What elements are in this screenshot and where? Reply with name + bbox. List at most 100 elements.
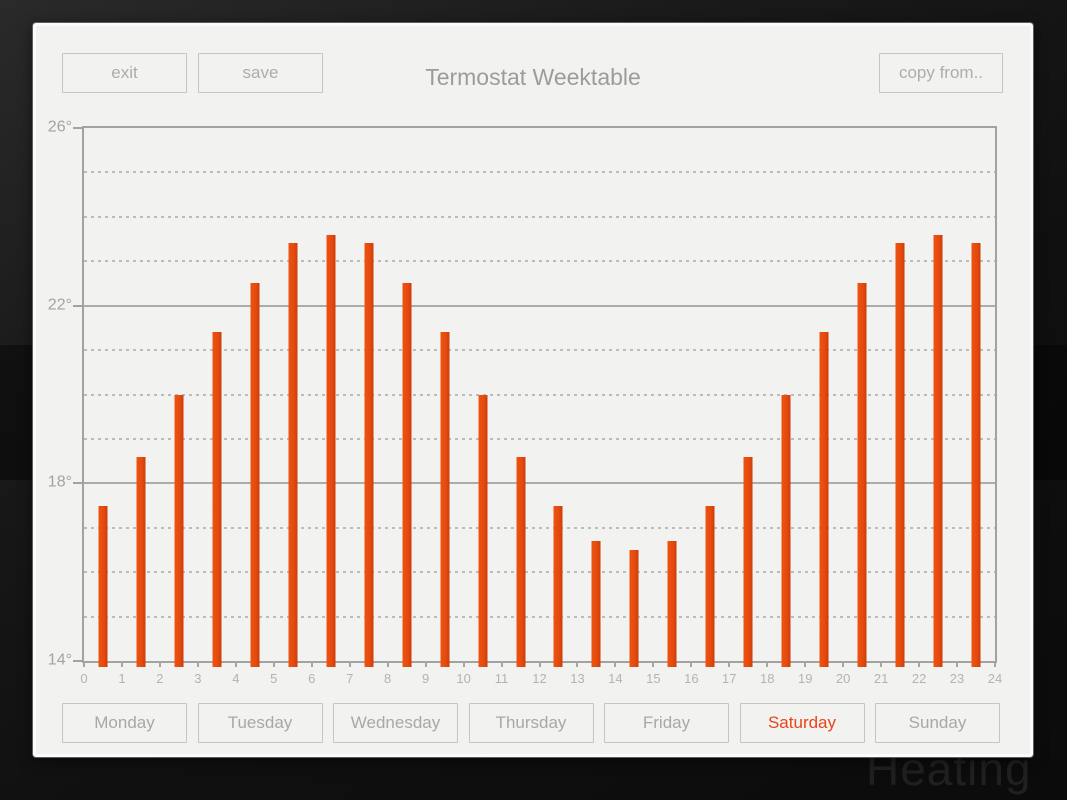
temperature-bar-hour-14[interactable] <box>629 549 639 667</box>
temperature-bar-hour-18[interactable] <box>781 394 791 667</box>
temperature-bar-hour-9[interactable] <box>440 332 450 667</box>
temperature-bar-hour-5[interactable] <box>288 243 298 667</box>
x-axis-tick-20 <box>842 661 845 667</box>
temperature-chart: 26° 22° 18° 14° 0 1 2 3 4 5 6 7 8 9 10 11 12 13 14 15 16 17 18… <box>48 119 1002 686</box>
gridline-dashed-25 <box>84 171 995 174</box>
x-axis-tick-11 <box>500 661 503 667</box>
x-axis-label-17: 17 <box>722 671 737 686</box>
copy-from-button[interactable]: copy from.. <box>879 53 1003 93</box>
gridline-dashed-21 <box>84 349 995 352</box>
x-axis-label-20: 20 <box>835 671 851 686</box>
tab-friday[interactable]: Friday <box>604 703 729 743</box>
x-axis-label-6: 6 <box>308 671 316 686</box>
x-axis-tick-12 <box>538 661 541 667</box>
temperature-bar-hour-6[interactable] <box>326 234 336 667</box>
temperature-bar-hour-15[interactable] <box>667 541 677 667</box>
gridline-dashed-19 <box>84 437 995 440</box>
thermostat-weektable-panel: exit save Termostat Weektable copy from.… <box>33 23 1033 757</box>
x-axis-label-24: 24 <box>987 671 1003 686</box>
x-axis-tick-3 <box>196 661 199 667</box>
y-axis-tick-18 <box>73 482 82 485</box>
x-axis-label-13: 13 <box>570 671 585 686</box>
x-axis-tick-16 <box>690 661 693 667</box>
x-axis-label-3: 3 <box>194 671 202 686</box>
x-axis-label-22: 22 <box>911 671 927 686</box>
x-axis-tick-15 <box>652 661 655 667</box>
temperature-bar-hour-10[interactable] <box>478 394 488 667</box>
x-axis-label-2: 2 <box>156 671 164 686</box>
x-axis-tick-24 <box>994 661 996 667</box>
x-axis-label-7: 7 <box>346 671 354 686</box>
tab-wednesday[interactable]: Wednesday <box>333 703 458 743</box>
temperature-bar-hour-16[interactable] <box>705 505 715 667</box>
temperature-bar-hour-20[interactable] <box>857 283 867 667</box>
temperature-bar-hour-12[interactable] <box>553 505 563 667</box>
tab-monday[interactable]: Monday <box>62 703 187 743</box>
x-axis-label-5: 5 <box>270 671 278 686</box>
x-axis-tick-2 <box>158 661 161 667</box>
gridline-solid-22 <box>84 304 995 307</box>
exit-button[interactable]: exit <box>62 53 187 93</box>
x-axis-label-21: 21 <box>873 671 889 686</box>
temperature-bar-hour-1[interactable] <box>136 456 146 667</box>
x-axis-label-1: 1 <box>118 671 126 686</box>
x-axis-tick-6 <box>310 661 313 667</box>
tab-saturday[interactable]: Saturday <box>739 703 865 743</box>
x-axis-tick-19 <box>804 661 807 667</box>
gridline-dashed-17 <box>84 526 995 529</box>
temperature-bar-hour-11[interactable] <box>516 456 526 667</box>
temperature-bar-hour-13[interactable] <box>591 541 601 667</box>
x-axis-tick-7 <box>348 661 351 667</box>
temperature-bar-hour-17[interactable] <box>743 456 753 667</box>
y-axis-label-26: 26° <box>47 118 72 136</box>
temperature-bar-hour-23[interactable] <box>971 243 981 667</box>
x-axis-label-18: 18 <box>760 671 775 686</box>
gridline-dashed-15 <box>84 615 995 618</box>
x-axis-label-11: 11 <box>494 671 509 686</box>
temperature-bar-hour-22[interactable] <box>933 234 943 667</box>
x-axis-tick-21 <box>880 661 883 667</box>
x-axis-label-4: 4 <box>232 671 240 686</box>
x-axis-tick-9 <box>424 661 427 667</box>
gridline-solid-18 <box>84 482 995 485</box>
x-axis-label-23: 23 <box>949 671 965 686</box>
x-axis-label-12: 12 <box>532 671 547 686</box>
day-tabs: Monday Tuesday Wednesday Thursday Friday… <box>62 703 1000 743</box>
temperature-bar-hour-2[interactable] <box>174 394 184 667</box>
gridline-dashed-23 <box>84 260 995 263</box>
x-axis-label-16: 16 <box>684 671 699 686</box>
tab-tuesday[interactable]: Tuesday <box>197 703 323 743</box>
x-axis-tick-22 <box>918 661 921 667</box>
y-axis-label-14: 14° <box>47 651 72 669</box>
x-axis-tick-4 <box>234 661 237 667</box>
x-axis-label-14: 14 <box>608 671 623 686</box>
x-axis-tick-18 <box>766 661 769 667</box>
temperature-bar-hour-19[interactable] <box>819 332 829 667</box>
y-axis-tick-22 <box>73 304 82 307</box>
gridline-dashed-24 <box>84 215 995 218</box>
x-axis-tick-8 <box>386 661 389 667</box>
save-button[interactable]: save <box>198 53 323 93</box>
x-axis-label-9: 9 <box>422 671 430 686</box>
tab-sunday[interactable]: Sunday <box>875 703 1000 743</box>
y-axis-tick-14 <box>73 660 82 662</box>
temperature-bar-hour-8[interactable] <box>402 283 412 667</box>
temperature-bar-hour-4[interactable] <box>250 283 260 667</box>
temperature-bar-hour-21[interactable] <box>895 243 905 667</box>
x-axis-tick-14 <box>614 661 617 667</box>
x-axis-label-0: 0 <box>80 671 88 686</box>
x-axis-tick-13 <box>576 661 579 667</box>
x-axis-tick-17 <box>728 661 731 667</box>
y-axis-label-22: 22° <box>47 296 72 314</box>
x-axis-tick-0 <box>83 661 85 667</box>
temperature-bar-hour-0[interactable] <box>98 505 108 667</box>
y-axis-tick-26 <box>73 127 82 129</box>
temperature-bar-hour-7[interactable] <box>364 243 374 667</box>
tab-thursday[interactable]: Thursday <box>468 703 594 743</box>
temperature-bar-hour-3[interactable] <box>212 332 222 667</box>
x-axis-tick-10 <box>462 661 465 667</box>
x-axis-label-15: 15 <box>646 671 661 686</box>
x-axis-label-19: 19 <box>797 671 813 686</box>
x-axis-tick-1 <box>120 661 123 667</box>
